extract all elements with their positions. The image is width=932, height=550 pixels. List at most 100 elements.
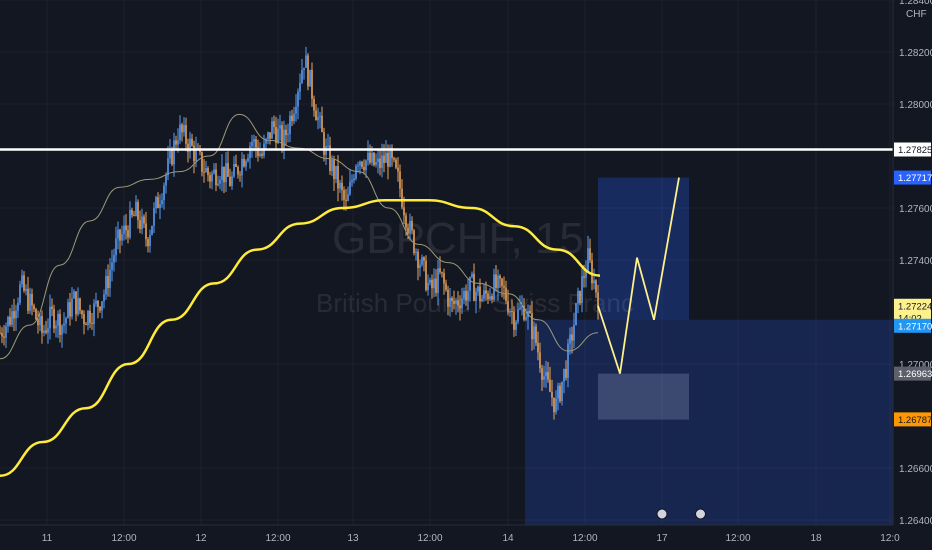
candle-body (25, 288, 27, 291)
candle-body (573, 325, 575, 341)
candle-body (425, 260, 427, 291)
position-range-zone[interactable] (525, 319, 893, 525)
candle-body (451, 298, 453, 301)
candle-body (381, 155, 383, 168)
long-position-tool[interactable] (525, 177, 893, 525)
candle-body (455, 300, 457, 304)
candle-body (525, 317, 527, 320)
candle-body (289, 115, 291, 134)
candle-body (53, 308, 55, 329)
position-profit-zone[interactable] (598, 177, 689, 320)
candle-body (103, 294, 105, 302)
candle-body (41, 316, 43, 333)
candle-body (555, 398, 557, 413)
candle-body (575, 303, 577, 326)
price-tag-label: 1.26787 (898, 415, 932, 426)
candle-body (67, 302, 69, 319)
candle-body (237, 166, 239, 175)
watermark-symbol: GBPCHF, 15 (332, 214, 584, 263)
price-tick-label: 1.28200 (899, 48, 932, 59)
candle-body (379, 158, 381, 168)
candle-body (347, 194, 349, 201)
candle-body (211, 173, 213, 182)
candle-body (29, 293, 31, 311)
candle-body (227, 163, 229, 177)
candle-body (143, 216, 145, 224)
candle-body (287, 133, 289, 136)
candle-body (361, 161, 363, 168)
price-axis[interactable]: CHF 1.284001.282001.280001.276001.274001… (892, 0, 932, 527)
time-tick-label: 12:00 (572, 533, 597, 544)
candle-body (187, 143, 189, 152)
position-loss-zone[interactable] (598, 373, 689, 420)
candle-body (313, 98, 315, 111)
candle-body (105, 276, 107, 295)
candle-body (367, 152, 369, 161)
candle-body (185, 124, 187, 144)
candle-body (203, 171, 205, 173)
candle-body (59, 313, 61, 335)
candle-body (189, 138, 191, 152)
candle-body (453, 300, 455, 304)
time-axis[interactable]: 11 12:00 12 12:00 13 12:00 14 12:00 17 12:00 18 12:… (0, 524, 932, 550)
candle-body (363, 167, 365, 171)
candle-body (357, 165, 359, 167)
price-tag (894, 412, 931, 427)
candle-body (285, 129, 287, 136)
candle-body (117, 229, 119, 239)
candle-body (311, 69, 313, 99)
candle-body (159, 204, 161, 208)
candle-body (597, 292, 599, 310)
candle-body (323, 132, 325, 155)
candle-body (79, 298, 81, 311)
candle-body (489, 296, 491, 300)
candle-body (565, 368, 567, 378)
candle-body (71, 298, 73, 317)
candle-body (77, 298, 79, 315)
candle-body (91, 322, 93, 324)
candle-body (271, 121, 273, 139)
price-tick-label: 1.27600 (899, 204, 932, 215)
candle-body (533, 326, 535, 340)
candle-body (111, 262, 113, 270)
candle-body (509, 311, 511, 313)
candle-body (231, 176, 233, 186)
event-marker-icon[interactable] (695, 508, 706, 520)
candle-body (155, 197, 157, 209)
watermark-description: British Pound / Swiss Franc (316, 288, 634, 318)
price-tick-label: 1.27400 (899, 256, 932, 267)
candle-body (531, 313, 533, 340)
candle-body (205, 168, 207, 173)
candle-body (499, 275, 501, 279)
candle-body (353, 178, 355, 181)
event-marker-icon[interactable] (656, 508, 668, 520)
candle-body (515, 321, 517, 330)
candle-body (443, 273, 445, 284)
candle-body (277, 128, 279, 143)
price-tag-label: 1.26963 (898, 369, 932, 380)
candle-body (581, 276, 583, 304)
candle-body (543, 376, 545, 380)
candle-body (407, 227, 409, 234)
candle-body (301, 69, 303, 83)
candle-body (107, 276, 109, 289)
candle-body (391, 147, 393, 159)
candle-body (495, 274, 497, 289)
candle-body (243, 158, 245, 167)
candle-body (191, 138, 193, 146)
candle-body (245, 161, 247, 167)
candle-body (467, 290, 469, 301)
time-tick-label: 12:00 (725, 533, 750, 544)
candle-body (589, 248, 591, 261)
candle-body (297, 91, 299, 107)
candle-body (429, 279, 431, 283)
projection-path-line[interactable] (597, 177, 680, 374)
candle-body (371, 152, 373, 163)
candle-body (295, 106, 297, 114)
candle-body (339, 182, 341, 189)
candle-body (225, 163, 227, 183)
candle-body (433, 278, 435, 289)
candle-body (493, 274, 495, 300)
candle-body (7, 316, 9, 327)
